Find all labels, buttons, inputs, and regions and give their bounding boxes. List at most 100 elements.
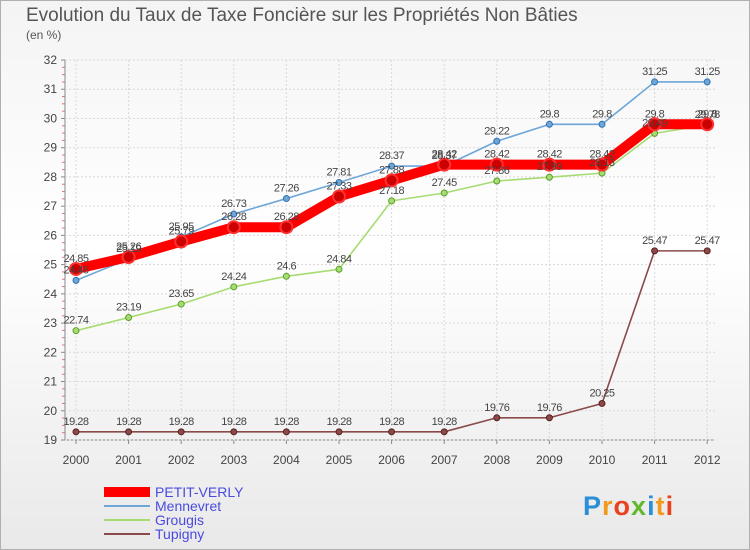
data-label: 26.28 <box>221 211 246 223</box>
data-point <box>125 428 133 436</box>
y-tick-label: 32 <box>44 53 58 67</box>
data-point <box>595 157 609 172</box>
y-tick-label: 26 <box>44 228 58 242</box>
data-point <box>542 157 557 172</box>
data-label: 19.28 <box>432 416 457 428</box>
data-label: 19.28 <box>169 416 194 428</box>
x-tick-label: 2011 <box>642 453 668 467</box>
data-label: 29.49 <box>642 117 667 129</box>
data-label: 24.24 <box>221 271 246 283</box>
data-point <box>647 117 662 132</box>
data-label: 25.95 <box>169 221 194 233</box>
data-label: 25.47 <box>642 235 667 247</box>
data-label: 28.42 <box>484 149 509 161</box>
y-tick-label: 25 <box>44 258 58 272</box>
data-point <box>703 78 711 86</box>
data-label: 29.8 <box>540 108 560 120</box>
data-label: 29.22 <box>484 125 509 137</box>
data-point <box>72 276 80 284</box>
data-point <box>545 120 553 128</box>
data-point <box>282 272 290 280</box>
data-point <box>226 220 241 235</box>
data-label: 31.25 <box>642 66 667 78</box>
data-label: 25.19 <box>116 243 141 255</box>
data-label: 26.28 <box>274 211 299 223</box>
data-point <box>230 428 238 436</box>
x-tick-label: 2007 <box>431 453 458 467</box>
data-label: 28.13 <box>589 157 614 169</box>
data-label: 28.37 <box>432 150 457 162</box>
data-point <box>700 117 715 132</box>
data-point <box>493 414 501 422</box>
data-point <box>489 157 504 172</box>
data-label: 27.18 <box>379 185 404 197</box>
x-tick-label: 2010 <box>589 453 616 467</box>
data-label: 24.6 <box>277 260 297 272</box>
data-point <box>388 428 396 436</box>
data-label: 23.19 <box>116 302 141 314</box>
y-tick-label: 28 <box>44 170 58 184</box>
legend-label: Grougis <box>155 512 204 528</box>
data-point <box>177 428 185 436</box>
data-label: 29.8 <box>697 108 717 120</box>
data-label: 29.8 <box>592 108 612 120</box>
data-label: 20.25 <box>589 387 614 399</box>
data-point <box>125 314 133 322</box>
axes: 19 20 21 22 23 24 25 26 27 28 29 30 31 32 2000 2001 2002… <box>44 53 721 467</box>
x-tick-label: 2003 <box>220 453 247 467</box>
data-label: 25.47 <box>695 235 720 247</box>
x-tick-label: 2008 <box>483 453 510 467</box>
y-tick-label: 22 <box>44 345 58 359</box>
data-point <box>440 428 448 436</box>
data-label: 22.74 <box>63 315 88 327</box>
data-labels: 19.28 19.28 19.28 19.28 19.28 19.28 19.28 19.28… <box>63 66 720 428</box>
data-label: 19.28 <box>116 416 141 428</box>
legend-label: PETIT-VERLY <box>155 484 244 500</box>
x-tick-label: 2000 <box>63 453 90 467</box>
y-tick-label: 31 <box>44 82 58 96</box>
data-point <box>388 162 396 170</box>
data-point <box>72 428 80 436</box>
data-point <box>545 414 553 422</box>
data-label: 19.28 <box>326 416 351 428</box>
data-point <box>440 189 448 197</box>
data-label: 19.76 <box>537 402 562 414</box>
data-point <box>282 195 290 203</box>
data-point <box>703 247 711 255</box>
data-label: 25.79 <box>169 226 194 238</box>
data-point <box>332 189 346 204</box>
data-label: 28.42 <box>432 149 457 161</box>
x-tick-label: 2012 <box>694 453 721 467</box>
data-label: 31.25 <box>695 66 720 78</box>
data-label: 19.28 <box>63 416 88 428</box>
data-point <box>335 265 343 273</box>
data-label: 27.81 <box>326 166 351 178</box>
data-point <box>335 428 343 436</box>
y-tick-label: 19 <box>44 433 58 447</box>
x-tick-label: 2002 <box>168 453 195 467</box>
data-label: 24.85 <box>63 253 88 265</box>
data-point <box>598 399 606 407</box>
data-label: 29.78 <box>695 109 720 121</box>
data-point <box>335 178 343 186</box>
data-label: 24.46 <box>63 264 88 276</box>
data-point <box>384 173 399 188</box>
data-label: 24.84 <box>326 253 351 265</box>
y-tick-label: 30 <box>44 111 58 125</box>
data-point <box>279 220 294 235</box>
data-point <box>493 137 501 145</box>
y-tick-label: 29 <box>44 141 58 155</box>
data-label: 28.42 <box>537 149 562 161</box>
data-point <box>69 262 83 276</box>
x-tick-label: 2005 <box>326 453 353 467</box>
y-tick-label: 27 <box>44 199 58 213</box>
y-tick-label: 23 <box>44 316 58 330</box>
data-point <box>230 210 238 218</box>
data-label: 27.86 <box>484 165 509 177</box>
y-tick-label: 24 <box>44 287 58 301</box>
data-point <box>651 247 659 255</box>
proxiti-logo: Proxiti <box>583 491 675 521</box>
data-label: 19.28 <box>379 416 404 428</box>
